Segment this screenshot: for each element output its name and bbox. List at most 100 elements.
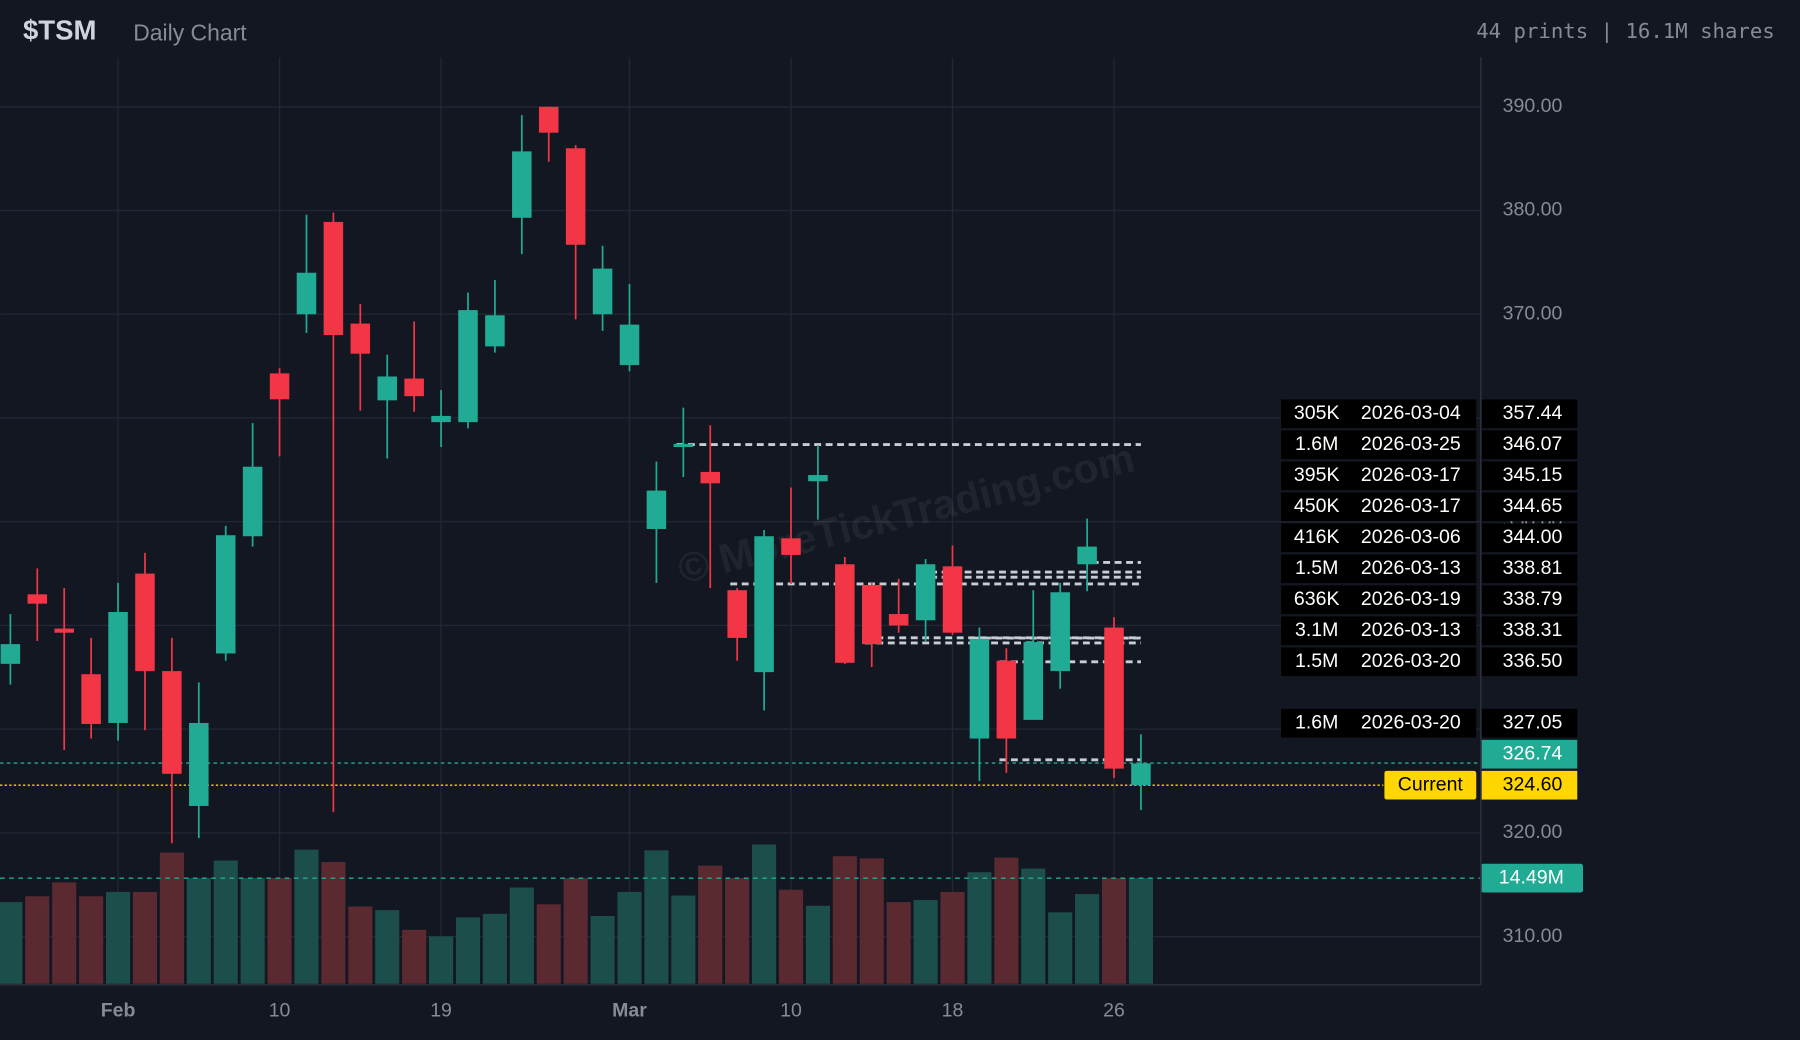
volume-bar [617, 891, 642, 984]
volume-bar [778, 889, 804, 984]
price-label-box [1480, 647, 1578, 677]
volume-bar [1021, 868, 1046, 984]
print-date: 2026-03-25 [1361, 433, 1461, 455]
volume-bar [186, 878, 211, 984]
candle-body [81, 674, 101, 725]
volume-bar [348, 906, 373, 984]
candle-body [862, 584, 882, 645]
price-label-box [1480, 554, 1578, 584]
volume-bar [940, 891, 965, 984]
volume-bar [0, 902, 23, 984]
candle-body [189, 722, 209, 806]
candle-body [54, 628, 74, 633]
print-label-box [1281, 492, 1477, 522]
print-size: 1.5M [1295, 650, 1338, 672]
price-label-box [1480, 585, 1578, 615]
print-label-box [1281, 616, 1477, 646]
candle-body [996, 660, 1017, 739]
x-tick-label: 10 [780, 999, 802, 1021]
print-price: 344.65 [1503, 495, 1563, 517]
candle-body [350, 323, 371, 354]
x-tick-label: 26 [1103, 999, 1125, 1021]
candle-body [888, 614, 909, 626]
volume-bar [1075, 894, 1100, 984]
volume-bar [1128, 878, 1153, 984]
volume-bar [859, 858, 884, 984]
volume-bar [725, 878, 750, 984]
volume-bar [644, 850, 669, 984]
volume-bar [482, 913, 507, 984]
volume-bar [671, 895, 696, 984]
current-name-box [1384, 770, 1477, 800]
volume-bar [913, 899, 938, 984]
print-price: 327.05 [1503, 711, 1563, 733]
volume-bar [25, 896, 50, 984]
ticker: $TSM [23, 14, 96, 45]
volume-bar [1101, 878, 1127, 984]
candle-body [915, 564, 936, 621]
x-tick-label: Feb [101, 999, 136, 1021]
candle-body [592, 268, 613, 315]
volume-bar [105, 891, 131, 984]
y-tick-label: 310.00 [1503, 925, 1563, 947]
print-size: 1.5M [1295, 557, 1338, 579]
print-date: 2026-03-04 [1361, 402, 1461, 424]
print-label-box [1281, 585, 1477, 615]
volume-bar [886, 902, 911, 984]
print-label-box [1281, 708, 1477, 738]
candle-body [1077, 546, 1097, 565]
print-price: 338.79 [1503, 588, 1563, 610]
print-date: 2026-03-20 [1361, 650, 1461, 672]
print-size: 636K [1294, 588, 1340, 610]
candle-body [296, 272, 317, 315]
stats: 44 prints | 16.1M shares [1476, 19, 1774, 44]
candle-body [619, 324, 640, 366]
print-label-box [1281, 647, 1477, 677]
candle-body [512, 151, 532, 218]
price-label-box [1480, 523, 1578, 553]
volume-bar [294, 849, 319, 984]
volume-bar [132, 891, 158, 984]
candle-body [727, 590, 747, 638]
candle-body [108, 611, 128, 723]
print-label-box [1281, 399, 1477, 429]
candle-body [377, 376, 397, 401]
candle-body [942, 566, 963, 633]
volume-bar [590, 915, 615, 984]
candle-body [754, 536, 774, 673]
print-price: 357.44 [1503, 402, 1563, 424]
last-price-label: 326.74 [1503, 742, 1563, 764]
volume-bar [832, 856, 857, 984]
print-date: 2026-03-20 [1361, 711, 1461, 733]
volume-bar [509, 887, 534, 984]
candle-body [0, 644, 21, 664]
x-tick-label: Mar [612, 999, 647, 1021]
volume-bar [455, 917, 481, 984]
print-date: 2026-03-13 [1361, 619, 1461, 641]
volume-bar [267, 878, 292, 984]
volume-label: 14.49M [1499, 866, 1564, 888]
print-size: 395K [1294, 464, 1340, 486]
volume-bar [240, 878, 265, 984]
print-label-box [1281, 523, 1477, 553]
y-tick-label: 390.00 [1503, 95, 1563, 117]
print-date: 2026-03-06 [1361, 526, 1461, 548]
candle-body [431, 415, 451, 423]
current-price-box [1480, 770, 1578, 800]
candle-body [700, 471, 721, 484]
candle-body [835, 564, 855, 663]
volume-bar [536, 904, 561, 984]
candle-body [1104, 627, 1124, 769]
candle-body [1050, 592, 1070, 672]
print-price: 345.15 [1503, 464, 1563, 486]
candle-body [1131, 763, 1151, 786]
x-tick-label: 10 [269, 999, 291, 1021]
volume-label-box [1480, 863, 1584, 893]
volume-bar [994, 857, 1019, 984]
print-price: 336.50 [1503, 650, 1563, 672]
candle-body [215, 535, 236, 654]
print-date: 2026-03-13 [1361, 557, 1461, 579]
print-size: 450K [1294, 495, 1340, 517]
volume-bar [429, 936, 454, 984]
